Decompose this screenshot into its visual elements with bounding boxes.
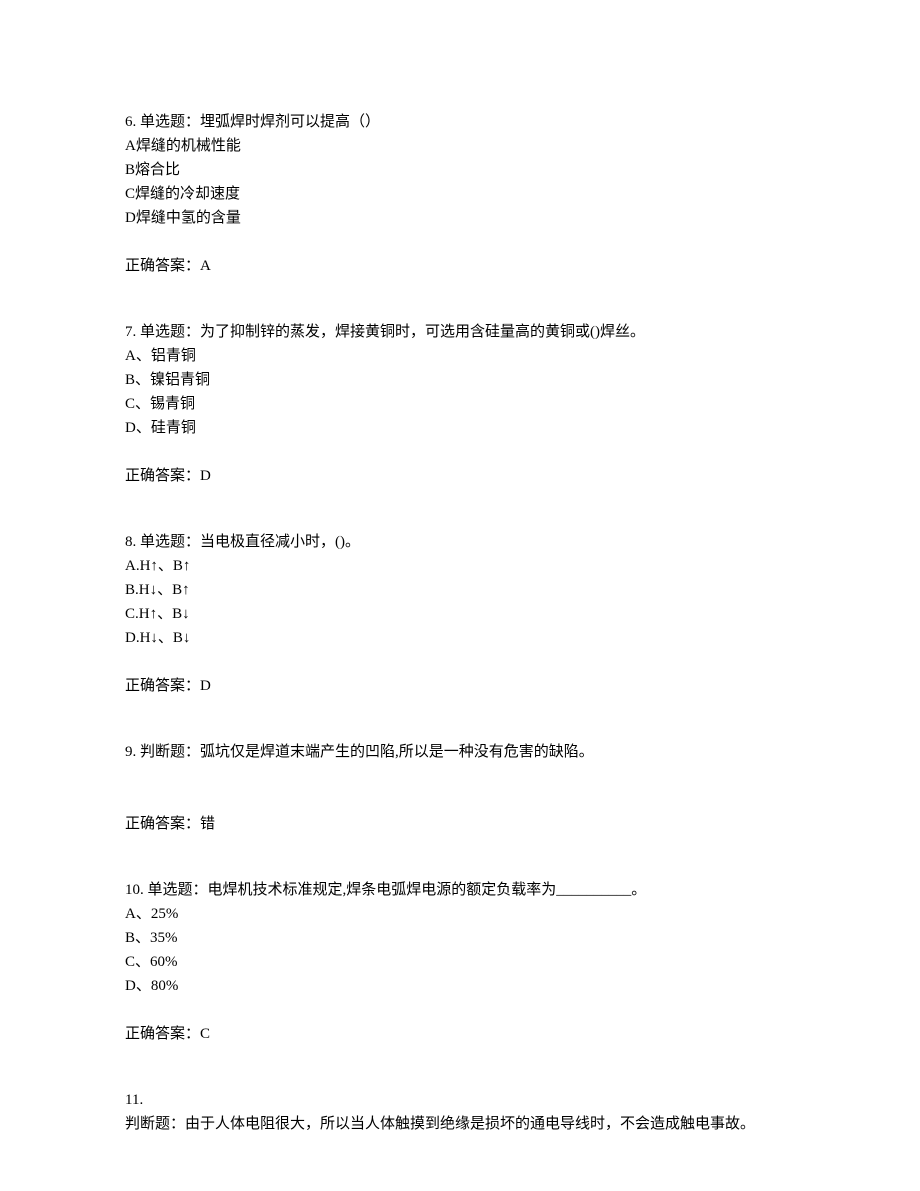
option-b: B熔合比 <box>125 158 805 182</box>
question-6: 6. 单选题：埋弧焊时焊剂可以提高（） A焊缝的机械性能 B熔合比 C焊缝的冷却… <box>125 110 805 278</box>
question-type: 判断题： <box>140 744 200 760</box>
answer-value: A <box>200 258 211 274</box>
answer-label: 正确答案： <box>125 816 200 832</box>
option-d: D、硅青铜 <box>125 416 805 440</box>
answer-line: 正确答案：D <box>125 464 805 488</box>
option-c: C、锡青铜 <box>125 392 805 416</box>
question-line: 8. 单选题：当电极直径减小时，()。 <box>125 530 805 554</box>
question-content: 为了抑制锌的蒸发，焊接黄铜时，可选用含硅量高的黄铜或()焊丝。 <box>200 324 645 340</box>
option-d: D、80% <box>125 974 805 998</box>
question-type: 单选题： <box>148 882 208 898</box>
question-number-line: 11. <box>125 1088 805 1112</box>
question-line: 判断题：由于人体电阻很大，所以当人体触摸到绝缘是损坏的通电导线时，不会造成触电事… <box>125 1112 805 1136</box>
question-content: 当电极直径减小时，()。 <box>200 534 360 550</box>
option-a: A焊缝的机械性能 <box>125 134 805 158</box>
option-b: B、35% <box>125 926 805 950</box>
question-content: 弧坑仅是焊道末端产生的凹陷,所以是一种没有危害的缺陷。 <box>200 744 594 760</box>
option-c: C焊缝的冷却速度 <box>125 182 805 206</box>
answer-value: C <box>200 1026 210 1042</box>
option-d: D.H↓、B↓ <box>125 626 805 650</box>
option-a: A、铝青铜 <box>125 344 805 368</box>
question-line: 10. 单选题：电焊机技术标准规定,焊条电弧焊电源的额定负载率为________… <box>125 878 805 902</box>
question-content: 由于人体电阻很大，所以当人体触摸到绝缘是损坏的通电导线时，不会造成触电事故。 <box>185 1116 755 1132</box>
question-number: 9. <box>125 744 136 760</box>
answer-line: 正确答案：D <box>125 674 805 698</box>
question-type: 判断题： <box>125 1116 185 1132</box>
answer-label: 正确答案： <box>125 468 200 484</box>
answer-label: 正确答案： <box>125 258 200 274</box>
question-9: 9. 判断题：弧坑仅是焊道末端产生的凹陷,所以是一种没有危害的缺陷。 正确答案：… <box>125 740 805 836</box>
question-number: 7. <box>125 324 136 340</box>
answer-line: 正确答案：错 <box>125 812 805 836</box>
answer-value: D <box>200 678 211 694</box>
question-number: 10. <box>125 882 144 898</box>
answer-line: 正确答案：C <box>125 1022 805 1046</box>
question-10: 10. 单选题：电焊机技术标准规定,焊条电弧焊电源的额定负载率为________… <box>125 878 805 1046</box>
question-content: 电焊机技术标准规定,焊条电弧焊电源的额定负载率为__________。 <box>208 882 647 898</box>
answer-value: 错 <box>200 816 215 832</box>
question-line: 9. 判断题：弧坑仅是焊道末端产生的凹陷,所以是一种没有危害的缺陷。 <box>125 740 805 764</box>
question-number: 6. <box>125 114 136 130</box>
option-b: B.H↓、B↑ <box>125 578 805 602</box>
question-11: 11. 判断题：由于人体电阻很大，所以当人体触摸到绝缘是损坏的通电导线时，不会造… <box>125 1088 805 1136</box>
answer-label: 正确答案： <box>125 1026 200 1042</box>
option-a: A、25% <box>125 902 805 926</box>
spacer <box>125 764 805 788</box>
option-d: D焊缝中氢的含量 <box>125 206 805 230</box>
answer-label: 正确答案： <box>125 678 200 694</box>
question-number: 8. <box>125 534 136 550</box>
option-a: A.H↑、B↑ <box>125 554 805 578</box>
question-line: 6. 单选题：埋弧焊时焊剂可以提高（） <box>125 110 805 134</box>
option-c: C、60% <box>125 950 805 974</box>
question-content: 埋弧焊时焊剂可以提高（） <box>200 114 380 130</box>
question-type: 单选题： <box>140 114 200 130</box>
question-8: 8. 单选题：当电极直径减小时，()。 A.H↑、B↑ B.H↓、B↑ C.H↑… <box>125 530 805 698</box>
question-7: 7. 单选题：为了抑制锌的蒸发，焊接黄铜时，可选用含硅量高的黄铜或()焊丝。 A… <box>125 320 805 488</box>
question-type: 单选题： <box>140 324 200 340</box>
option-b: B、镍铝青铜 <box>125 368 805 392</box>
question-type: 单选题： <box>140 534 200 550</box>
option-c: C.H↑、B↓ <box>125 602 805 626</box>
answer-value: D <box>200 468 211 484</box>
answer-line: 正确答案：A <box>125 254 805 278</box>
question-line: 7. 单选题：为了抑制锌的蒸发，焊接黄铜时，可选用含硅量高的黄铜或()焊丝。 <box>125 320 805 344</box>
